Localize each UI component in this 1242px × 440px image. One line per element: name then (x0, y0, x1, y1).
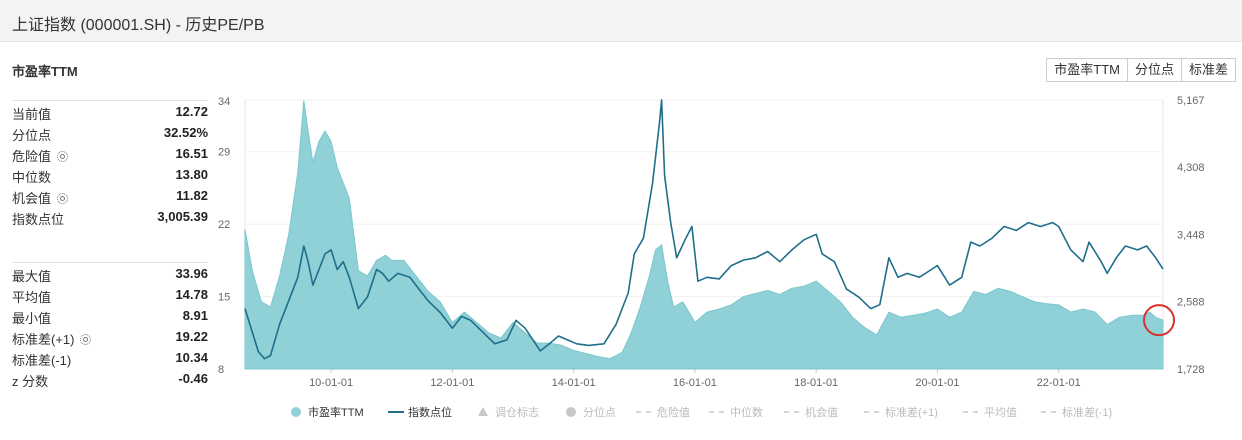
tab-pe-ttm[interactable]: 市盈率TTM (1046, 58, 1128, 82)
metric-tabs: 市盈率TTM 分位点 标准差 (1046, 58, 1236, 82)
legend-label: 平均值 (984, 406, 1017, 419)
stat-row-danger: 危险值 16.51 (12, 143, 208, 164)
x-tick-label: 20-01-01 (915, 377, 959, 389)
stat-value: 14.78 (175, 287, 208, 302)
window-titlebar: 上证指数 (000001.SH) - 历史PE/PB (0, 0, 1242, 42)
stat-value: 13.80 (175, 167, 208, 182)
legend-marker-percentile (566, 407, 576, 417)
stat-value: 16.51 (175, 146, 208, 161)
y-tick-label-left: 15 (218, 292, 230, 304)
stat-label: 分位点 (12, 128, 52, 143)
legend-label: 指数点位 (408, 405, 452, 419)
stat-row-std-minus: 标准差(-1) 10.34 (12, 347, 208, 368)
stat-row-opportunity: 机会值 11.82 (12, 185, 208, 206)
stat-label: z 分数 (12, 374, 49, 389)
stat-label: 最小值 (12, 311, 52, 326)
legend-label: 调仓标志 (495, 405, 539, 419)
x-tick-label: 18-01-01 (794, 377, 838, 389)
stat-value: 33.96 (175, 266, 208, 281)
stat-row-min: 最小值 8.91 (12, 305, 208, 326)
stat-row-median: 中位数 13.80 (12, 164, 208, 185)
y-tick-label-right: 4,308 (1177, 162, 1205, 174)
legend-marker-pe-ttm (291, 407, 301, 417)
y-tick-label-right: 3,448 (1177, 229, 1205, 241)
stats-panel-current: 当前值 12.72 分位点 32.52% 危险值 16.51 中位数 13.80 机会值… (12, 100, 208, 227)
stat-value: 8.91 (182, 308, 208, 323)
stat-label: 危险值 (12, 146, 69, 165)
legend-label: 机会值 (805, 405, 838, 419)
y-tick-label-left: 29 (218, 147, 230, 159)
stat-label: 机会值 (12, 188, 69, 207)
stat-value: 12.72 (175, 104, 208, 119)
stat-value: 10.34 (175, 350, 208, 365)
y-tick-label-right: 2,588 (1177, 297, 1205, 309)
stats-panel-distribution: 最大值 33.96 平均值 14.78 最小值 8.91 标准差(+1) 19.22 标… (12, 262, 208, 389)
stat-row-std-plus: 标准差(+1) 19.22 (12, 326, 208, 347)
stat-row-percentile: 分位点 32.52% (12, 122, 208, 143)
legend-label: 危险值 (657, 405, 690, 419)
tab-percentile[interactable]: 分位点 (1126, 58, 1182, 82)
stat-row-z-score: z 分数 -0.46 (12, 368, 208, 389)
stat-value: 19.22 (175, 329, 208, 344)
y-tick-label-left: 8 (218, 364, 224, 376)
stat-label: 中位数 (12, 170, 52, 185)
x-tick-label: 10-01-01 (309, 377, 353, 389)
window-title: 上证指数 (000001.SH) - 历史PE/PB (12, 17, 265, 34)
legend-label: 分位点 (583, 405, 616, 419)
stat-row-index-level: 指数点位 3,005.39 (12, 206, 208, 227)
stat-label: 当前值 (12, 107, 52, 122)
pe-index-chart[interactable]: 34 29 22 15 8 5,167 4,308 3,448 2,588 1,728 10-01-… (215, 90, 1242, 435)
y-tick-label-right: 5,167 (1177, 95, 1205, 107)
stat-label-text: 标准差(+1) (12, 332, 75, 347)
stat-value: -0.46 (178, 371, 208, 386)
y-tick-label-left: 34 (218, 96, 230, 108)
stat-row-max: 最大值 33.96 (12, 263, 208, 284)
stat-label-text: 机会值 (12, 191, 52, 206)
stat-label-text: 危险值 (12, 149, 52, 164)
x-tick-label: 14-01-01 (552, 377, 596, 389)
legend-label: 市盈率TTM (308, 405, 364, 419)
stat-label: 最大值 (12, 269, 52, 284)
legend-label: 中位数 (730, 405, 763, 419)
gear-icon[interactable] (80, 334, 92, 345)
stat-row-current-value: 当前值 12.72 (12, 101, 208, 122)
tab-std-dev[interactable]: 标准差 (1180, 58, 1236, 82)
stat-row-mean: 平均值 14.78 (12, 284, 208, 305)
series-index-line (244, 99, 1164, 360)
stat-label: 标准差(+1) (12, 329, 92, 348)
stat-value: 11.82 (176, 188, 208, 203)
section-title: 市盈率TTM (12, 64, 78, 79)
gear-icon[interactable] (57, 151, 69, 162)
current-value-highlight (1143, 304, 1175, 337)
x-tick-label: 16-01-01 (673, 377, 717, 389)
stat-label: 指数点位 (12, 212, 65, 227)
y-tick-label-left: 22 (218, 219, 230, 231)
stat-label: 标准差(-1) (12, 353, 72, 368)
gear-icon[interactable] (57, 193, 69, 204)
y-tick-label-right: 1,728 (1177, 364, 1205, 376)
legend-marker-rebalance (478, 407, 488, 416)
legend-label: 标准差(+1) (885, 405, 938, 419)
x-tick-label: 22-01-01 (1037, 377, 1081, 389)
stat-label: 平均值 (12, 290, 52, 305)
stat-value: 3,005.39 (157, 209, 208, 224)
x-tick-label: 12-01-01 (430, 377, 474, 389)
legend-label: 标准差(-1) (1062, 405, 1112, 419)
series-pe-ttm-area (244, 100, 1164, 370)
stat-value: 32.52% (163, 125, 208, 140)
